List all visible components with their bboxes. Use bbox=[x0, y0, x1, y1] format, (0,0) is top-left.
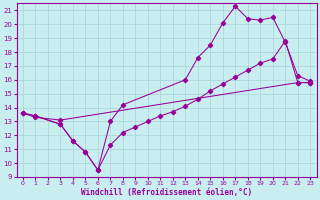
X-axis label: Windchill (Refroidissement éolien,°C): Windchill (Refroidissement éolien,°C) bbox=[81, 188, 252, 197]
